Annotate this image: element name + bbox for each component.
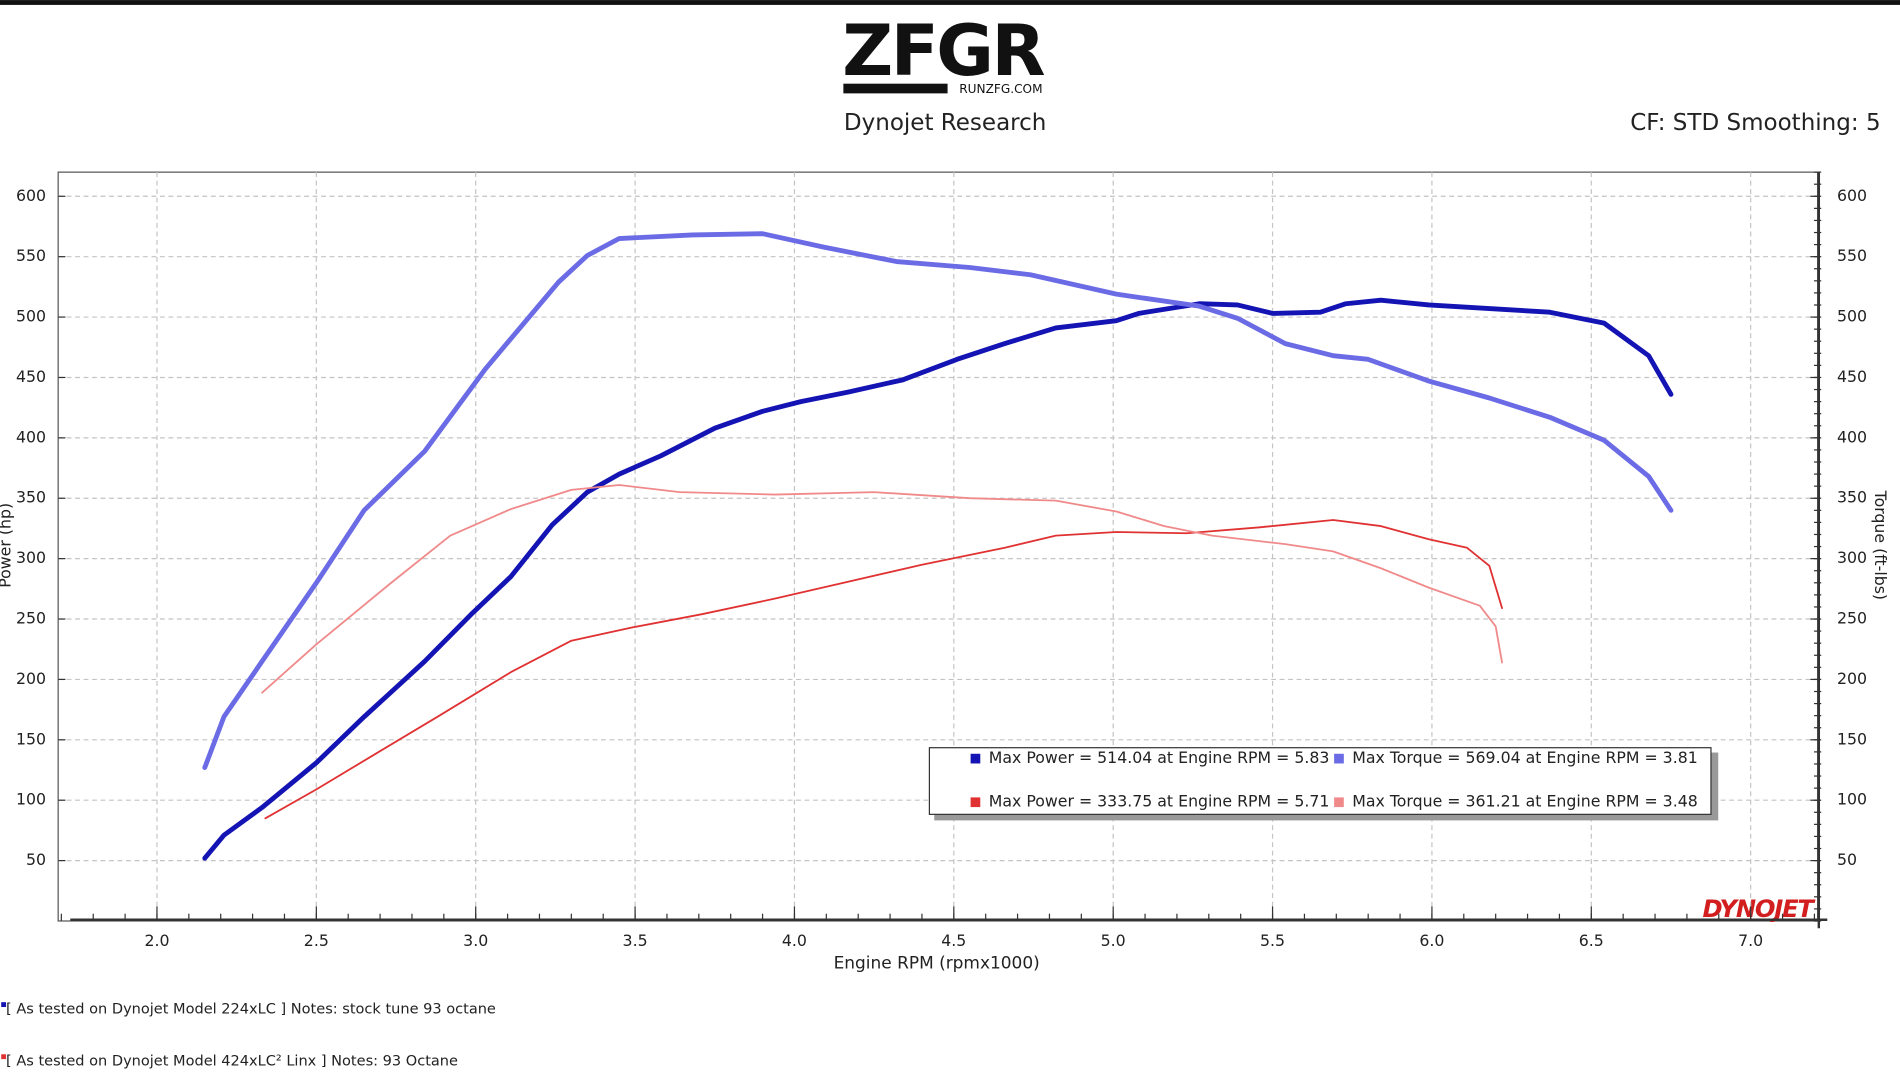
y-tick-label: 100 xyxy=(16,790,46,809)
y2-axis-label: Torque (ft-lbs) xyxy=(1871,490,1890,600)
series-line xyxy=(202,231,1674,771)
legend xyxy=(928,747,1712,815)
x-tick-label: 4.0 xyxy=(782,931,807,950)
legend-label: Max Power = 514.04 at Engine RPM = 5.83 xyxy=(989,748,1330,767)
y-tick-label: 450 xyxy=(16,367,46,386)
legend-swatch xyxy=(970,797,981,808)
legend-swatch xyxy=(970,753,981,764)
x-tick-label: 3.5 xyxy=(623,931,648,950)
x-tick-label: 6.0 xyxy=(1419,931,1444,950)
logo: ZFGR xyxy=(842,10,1044,92)
header-left: Dynojet Research xyxy=(844,110,1046,136)
note: [ As tested on Dynojet Model 424xLC² Lin… xyxy=(6,1054,458,1070)
series-line xyxy=(202,297,1674,861)
legend-swatch xyxy=(1334,797,1344,808)
y-tick-label: 150 xyxy=(16,729,46,748)
y-tick-label: 500 xyxy=(16,307,46,326)
logo-url: RUNZFG.COM xyxy=(959,82,1042,96)
series-line xyxy=(264,519,1503,820)
y-axis-label: Power (hp) xyxy=(0,503,15,588)
y2-tick-label: 250 xyxy=(1837,609,1867,628)
y-tick-label: 200 xyxy=(16,669,46,688)
legend-label: Max Power = 333.75 at Engine RPM = 5.71 xyxy=(989,792,1330,811)
series-line xyxy=(261,484,1503,694)
y-tick-label: 300 xyxy=(16,548,46,567)
x-tick-label: 7.0 xyxy=(1738,931,1763,950)
x-tick-label: 4.5 xyxy=(941,931,966,950)
top-bar xyxy=(0,0,1900,5)
y2-tick-label: 550 xyxy=(1837,246,1867,265)
y2-tick-label: 150 xyxy=(1837,729,1867,748)
y2-tick-label: 600 xyxy=(1837,186,1867,205)
header-right: CF: STD Smoothing: 5 xyxy=(1630,110,1880,136)
x-tick-label: 2.5 xyxy=(304,931,329,950)
x-tick-label: 2.0 xyxy=(144,931,169,950)
x-tick-label: 5.5 xyxy=(1260,931,1285,950)
x-tick-label: 5.0 xyxy=(1101,931,1126,950)
x-axis-label: Engine RPM (rpmx1000) xyxy=(834,952,1040,972)
y-tick-label: 550 xyxy=(16,246,46,265)
legend-label: Max Torque = 361.21 at Engine RPM = 3.48 xyxy=(1352,792,1697,811)
y2-tick-label: 400 xyxy=(1837,427,1867,446)
note-marker xyxy=(1,1002,7,1008)
y2-tick-label: 50 xyxy=(1837,850,1857,869)
y-tick-label: 350 xyxy=(16,488,46,507)
y2-tick-label: 500 xyxy=(1837,307,1867,326)
y-tick-label: 250 xyxy=(16,609,46,628)
y2-tick-label: 200 xyxy=(1837,669,1867,688)
x-tick-label: 6.5 xyxy=(1579,931,1604,950)
note: [ As tested on Dynojet Model 224xLC ] No… xyxy=(6,1001,496,1017)
y2-tick-label: 300 xyxy=(1837,548,1867,567)
x-tick-label: 3.0 xyxy=(463,931,488,950)
y2-tick-label: 100 xyxy=(1837,790,1867,809)
brand: DYNOJET xyxy=(1703,895,1817,923)
y-tick-label: 50 xyxy=(26,850,46,869)
legend-label: Max Torque = 569.04 at Engine RPM = 3.81 xyxy=(1352,748,1697,767)
y2-tick-label: 450 xyxy=(1837,367,1867,386)
note-marker xyxy=(1,1054,7,1060)
y-tick-label: 400 xyxy=(16,427,46,446)
logo-bar xyxy=(843,83,948,94)
y-tick-label: 600 xyxy=(16,186,46,205)
legend-swatch xyxy=(1334,753,1344,764)
y2-tick-label: 350 xyxy=(1837,488,1867,507)
